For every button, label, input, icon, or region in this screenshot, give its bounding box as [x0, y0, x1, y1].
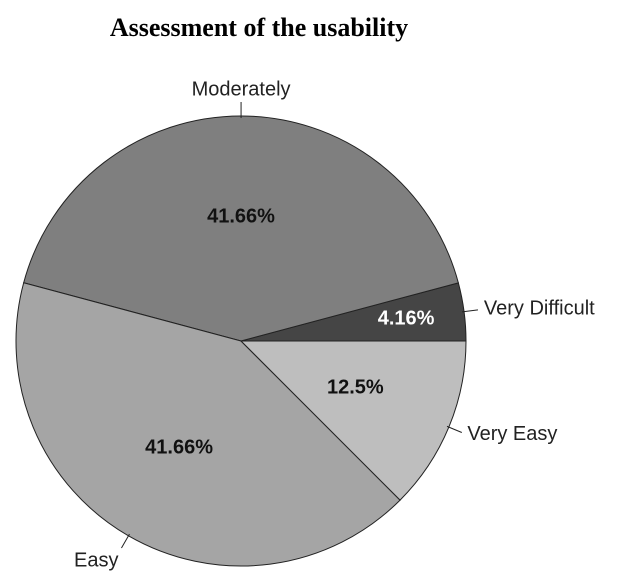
category-label: Moderately	[192, 78, 291, 100]
leader-line	[462, 309, 479, 313]
leader-line	[446, 425, 462, 433]
value-label: 41.66%	[145, 436, 213, 458]
leader-line	[121, 533, 130, 549]
chart-title: Assessment of the usability	[110, 13, 408, 42]
value-label: 4.16%	[378, 308, 435, 330]
category-label: Very Difficult	[484, 297, 595, 319]
value-label: 12.5%	[327, 377, 384, 399]
category-label: Easy	[74, 549, 118, 571]
category-label: Very Easy	[467, 423, 557, 445]
value-label: 41.66%	[207, 206, 275, 228]
